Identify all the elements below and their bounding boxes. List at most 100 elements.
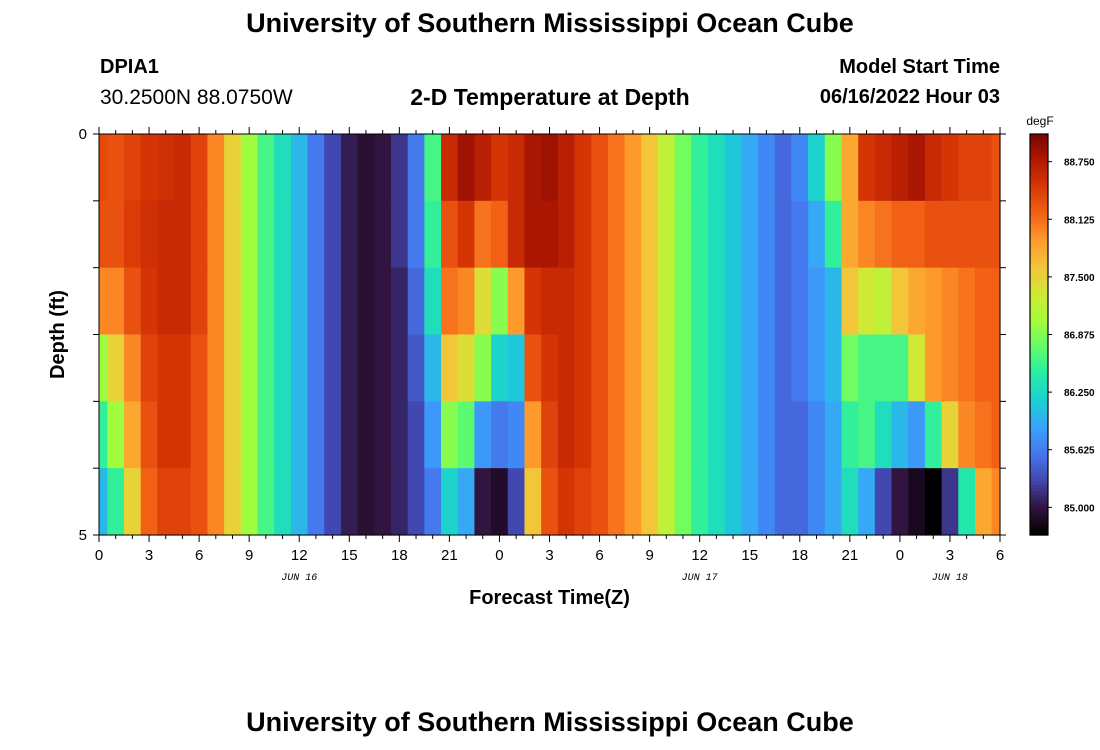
heatmap-cell: [641, 134, 659, 202]
heatmap-cell: [791, 267, 809, 336]
heatmap-cell: [207, 401, 225, 469]
colorbar-tick-label: 86.250: [1064, 388, 1095, 399]
heatmap-cell: [624, 401, 642, 469]
colorbar-segment: [1030, 190, 1048, 195]
heatmap-cell: [824, 334, 843, 402]
colorbar-segment: [1030, 274, 1048, 279]
heatmap-cell: [574, 200, 592, 269]
colorbar-segment: [1030, 164, 1048, 169]
heatmap-cell: [290, 468, 309, 536]
heatmap-cell: [724, 267, 742, 336]
heatmap-cell: [174, 401, 192, 469]
heatmap-cell: [741, 134, 759, 202]
heatmap-cell: [941, 334, 959, 402]
colorbar-segment: [1030, 187, 1048, 192]
heatmap-cell: [808, 334, 826, 402]
colorbar-segment: [1030, 434, 1048, 439]
heatmap-cell: [874, 334, 893, 402]
heatmap-cell: [157, 468, 175, 536]
heatmap-cell: [708, 468, 726, 536]
colorbar-segment: [1030, 294, 1048, 299]
colorbar-segment: [1030, 197, 1048, 202]
heatmap-cell: [507, 468, 526, 536]
heatmap-cell: [124, 468, 142, 536]
heatmap-cell: [140, 200, 158, 269]
colorbar-segment: [1030, 468, 1048, 473]
colorbar-segment: [1030, 524, 1048, 529]
heatmap-cell: [257, 468, 275, 536]
heatmap-cell: [374, 468, 392, 536]
heatmap-cell: [190, 200, 209, 269]
heatmap-cell: [340, 134, 359, 202]
heatmap-cell: [340, 334, 359, 402]
heatmap-cell: [357, 267, 375, 336]
heatmap-cell: [691, 334, 709, 402]
heatmap-cell: [958, 134, 976, 202]
heatmap-cell: [174, 468, 192, 536]
heatmap-cell: [407, 200, 425, 269]
heatmap-cell: [457, 200, 476, 269]
heatmap-cell: [407, 334, 425, 402]
heatmap-cell: [224, 200, 242, 269]
heatmap-cell: [674, 134, 692, 202]
colorbar-segment: [1030, 531, 1048, 536]
heatmap-cell: [307, 200, 325, 269]
date-label: JUN 18: [932, 573, 968, 584]
colorbar-segment: [1030, 354, 1048, 359]
colorbar-segment: [1030, 184, 1048, 189]
colorbar-segment: [1030, 214, 1048, 219]
heatmap-cell: [507, 267, 526, 336]
heatmap-cell: [290, 200, 309, 269]
colorbar-segment: [1030, 361, 1048, 366]
heatmap-cell: [991, 134, 1001, 202]
colorbar-segment: [1030, 374, 1048, 379]
heatmap-cell: [674, 468, 692, 536]
colorbar-segment: [1030, 491, 1048, 496]
heatmap-cell: [441, 468, 459, 536]
heatmap-cell: [390, 267, 409, 336]
colorbar-segment: [1030, 327, 1048, 332]
heatmap-cell: [758, 267, 776, 336]
heatmap-cell: [624, 134, 642, 202]
heatmap-cell: [958, 200, 976, 269]
heatmap-cell: [274, 401, 292, 469]
heatmap-cell: [674, 200, 692, 269]
heatmap-cell: [240, 267, 259, 336]
heatmap-cell: [691, 200, 709, 269]
heatmap-cell: [974, 267, 993, 336]
colorbar-segment: [1030, 207, 1048, 212]
heatmap-cell: [274, 267, 292, 336]
heatmap-cell: [524, 334, 542, 402]
colorbar-segment: [1030, 408, 1048, 412]
colorbar-segment: [1030, 227, 1048, 232]
colorbar-segment: [1030, 377, 1048, 382]
heatmap-cell: [874, 267, 893, 336]
colorbar-segment: [1030, 484, 1048, 489]
heatmap-cell: [824, 200, 843, 269]
heatmap-cell: [190, 468, 209, 536]
heatmap-cell: [107, 468, 125, 536]
heatmap-cell: [107, 200, 125, 269]
heatmap-cell: [541, 200, 559, 269]
colorbar-segment: [1030, 301, 1048, 306]
heatmap-cell: [774, 267, 793, 336]
colorbar: 88.750 88.125 87.500 86.875 86.250 85.625 85.0…: [1026, 114, 1095, 536]
colorbar-segment: [1030, 494, 1048, 499]
heatmap-cell: [99, 200, 108, 269]
model-start-label: Model Start Time: [839, 56, 1000, 78]
heatmap-cell: [874, 134, 893, 202]
heatmap-cell: [207, 134, 225, 202]
colorbar-segment: [1030, 167, 1048, 172]
heatmap-cell: [607, 267, 626, 336]
heatmap-cell: [190, 334, 209, 402]
heatmap-cell: [891, 267, 909, 336]
heatmap-cell: [140, 401, 158, 469]
heatmap-cell: [107, 334, 125, 402]
heatmap-cell: [390, 334, 409, 402]
heatmap-cell: [357, 468, 375, 536]
x-tick-label: 3: [545, 547, 553, 564]
heatmap-cell: [491, 334, 509, 402]
heatmap-cell: [240, 468, 259, 536]
heatmap-cell: [124, 267, 142, 336]
heatmap-cell: [107, 401, 125, 469]
